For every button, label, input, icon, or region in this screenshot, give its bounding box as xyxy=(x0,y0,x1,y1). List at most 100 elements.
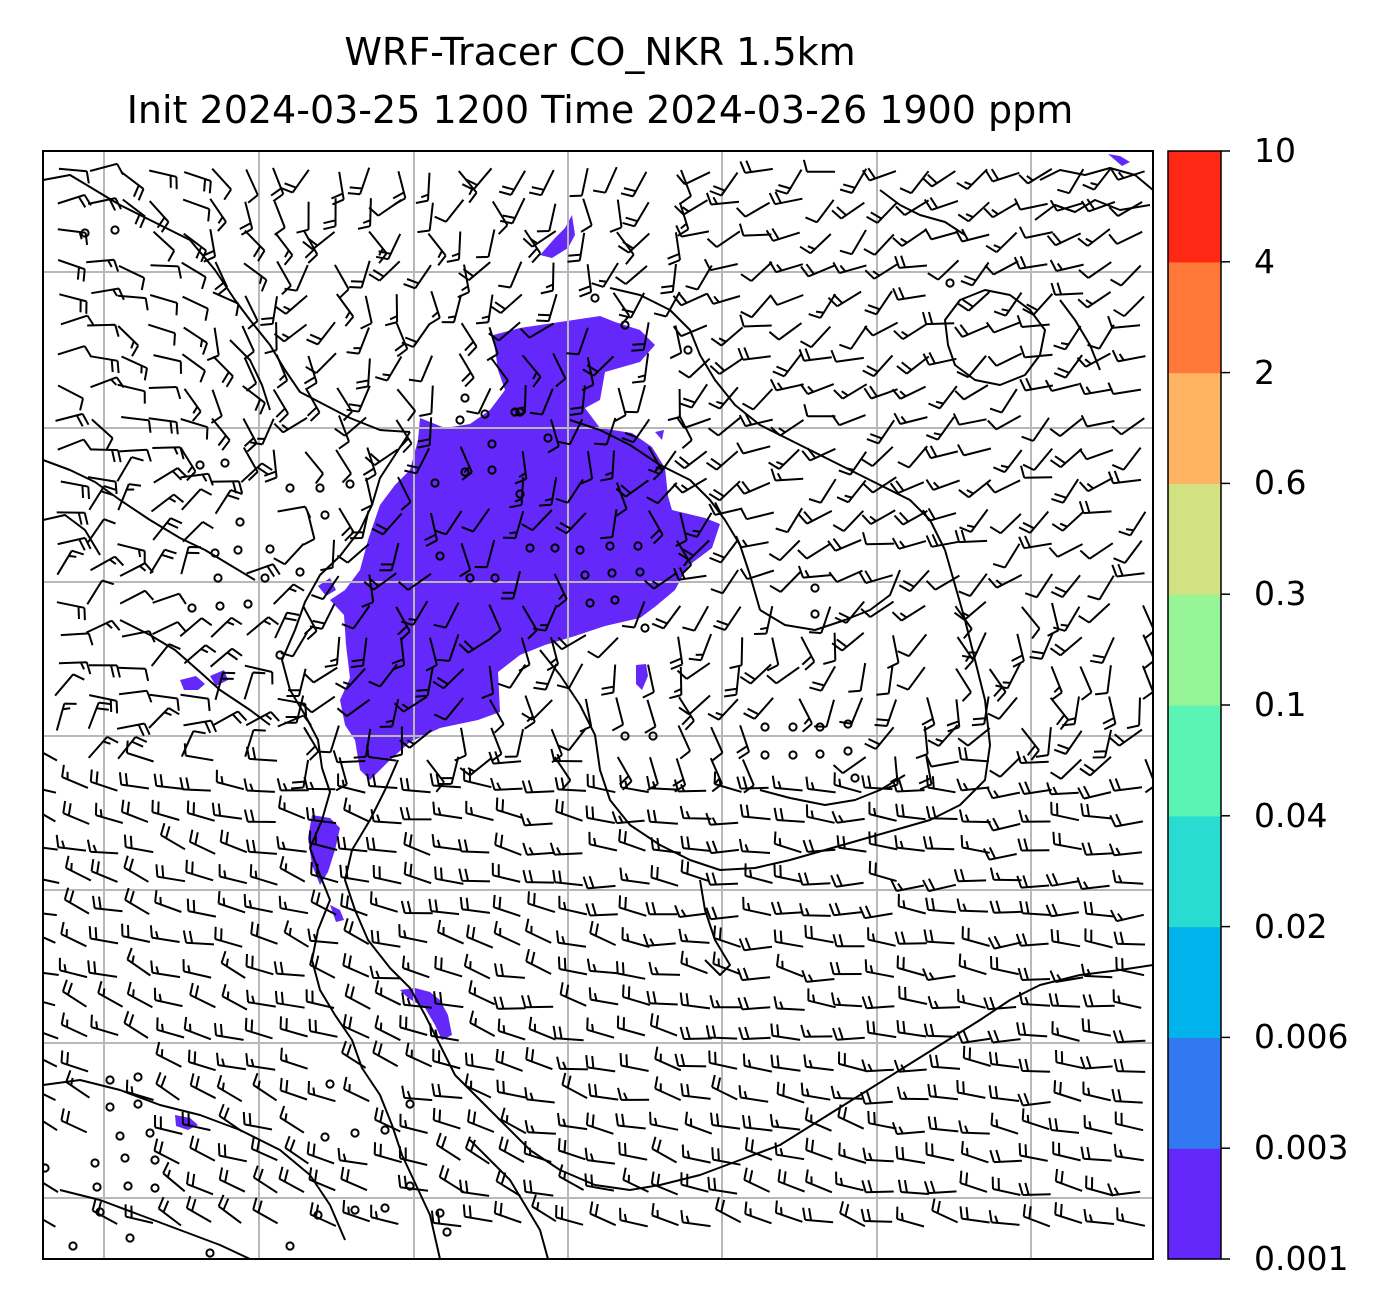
wind-barb xyxy=(862,531,895,546)
wind-barb xyxy=(647,510,664,545)
wind-barb xyxy=(893,412,928,425)
wind-barb xyxy=(617,232,650,254)
calm-wind-marker xyxy=(325,1079,335,1089)
wind-barb xyxy=(868,831,898,851)
wind-barb xyxy=(336,387,353,422)
wind-barb xyxy=(338,415,350,450)
wind-barb xyxy=(958,953,987,976)
wind-barb xyxy=(705,872,739,886)
wind-barb xyxy=(1018,535,1052,550)
wind-barb xyxy=(97,980,124,1008)
colorbar-tick-label: 0.02 xyxy=(1254,906,1328,946)
wind-barb xyxy=(476,229,496,259)
wind-barb xyxy=(680,1083,711,1100)
wind-barb xyxy=(284,264,309,292)
wind-barb xyxy=(87,197,122,211)
wind-barb xyxy=(149,925,180,943)
calm-wind-marker xyxy=(133,1099,143,1109)
wind-barb xyxy=(279,1105,305,1134)
wind-barb xyxy=(334,416,367,437)
wind-barb xyxy=(894,255,928,269)
wind-barb xyxy=(273,417,308,434)
wind-barb xyxy=(180,418,209,440)
wind-barb xyxy=(927,995,961,1010)
wind-barb xyxy=(866,419,896,445)
wind-barb xyxy=(342,1014,370,1039)
wind-barb xyxy=(1078,602,1111,624)
wind-barb xyxy=(429,773,461,789)
wind-barb xyxy=(308,1018,338,1038)
calm-wind-marker xyxy=(515,407,525,417)
wind-barb xyxy=(150,493,185,513)
wind-barb xyxy=(986,786,1021,800)
coastline xyxy=(59,1189,251,1259)
wind-barb xyxy=(985,321,1021,334)
wind-barb xyxy=(708,502,743,516)
wind-barb xyxy=(65,1070,90,1099)
wind-barb xyxy=(895,1146,926,1164)
wind-barb xyxy=(379,698,400,728)
wind-barb xyxy=(250,418,275,446)
wind-barb xyxy=(458,261,491,282)
wind-barb xyxy=(1013,198,1048,211)
wind-barb xyxy=(379,542,400,572)
wind-barb xyxy=(707,698,739,721)
wind-barb xyxy=(1019,345,1053,359)
wind-barb xyxy=(823,632,837,665)
wind-barb xyxy=(490,357,509,391)
wind-barb xyxy=(427,232,447,267)
coastline xyxy=(699,879,731,976)
wind-barb xyxy=(838,451,868,476)
colorbar-tick-label: 0.001 xyxy=(1254,1239,1349,1278)
wind-barb xyxy=(956,168,988,190)
wind-barb xyxy=(274,611,300,639)
wind-barb xyxy=(159,822,186,851)
wind-barb xyxy=(891,604,926,622)
coastline xyxy=(569,419,761,611)
wind-barb xyxy=(210,389,223,424)
wind-barb xyxy=(958,746,989,763)
wind-barb xyxy=(739,804,771,821)
wind-barb xyxy=(43,1000,56,1007)
wind-barb xyxy=(89,448,122,463)
wind-barb xyxy=(582,875,616,890)
wind-barb xyxy=(957,727,991,747)
wind-barb xyxy=(466,387,492,415)
wind-barb xyxy=(922,878,957,893)
wind-barb xyxy=(768,539,801,562)
wind-barb xyxy=(955,228,990,243)
wind-barb xyxy=(927,724,959,747)
wind-barb xyxy=(618,829,646,852)
wind-barb xyxy=(1080,198,1116,213)
wind-barb xyxy=(494,832,522,856)
wind-barb xyxy=(585,903,618,917)
wind-barb xyxy=(335,667,366,691)
wind-barb xyxy=(428,290,441,326)
wind-barb xyxy=(538,477,558,507)
calm-wind-marker xyxy=(430,478,440,488)
wind-barb xyxy=(398,572,432,591)
plume-patch xyxy=(400,988,452,1040)
wind-barb xyxy=(218,1103,243,1133)
wind-barb xyxy=(799,902,831,917)
wind-barb xyxy=(1017,1092,1051,1107)
wind-barb xyxy=(711,1074,738,1101)
wind-barb xyxy=(155,864,186,883)
wind-barb xyxy=(283,920,310,948)
wind-barb xyxy=(182,930,215,946)
wind-barb xyxy=(585,805,615,824)
wind-barb xyxy=(1052,831,1082,851)
wind-barb xyxy=(280,169,310,194)
calm-wind-marker xyxy=(205,1248,215,1258)
wind-barb xyxy=(347,167,371,196)
wind-barb xyxy=(125,740,154,763)
wind-barb xyxy=(833,772,862,794)
wind-barb xyxy=(742,896,772,917)
wind-barb xyxy=(126,981,153,1009)
colorbar-segment xyxy=(1168,1037,1221,1149)
wind-barb xyxy=(1021,606,1041,640)
wind-barb xyxy=(244,664,274,685)
wind-barb xyxy=(735,201,771,218)
wind-barb xyxy=(860,600,895,618)
wind-barb xyxy=(275,294,308,315)
